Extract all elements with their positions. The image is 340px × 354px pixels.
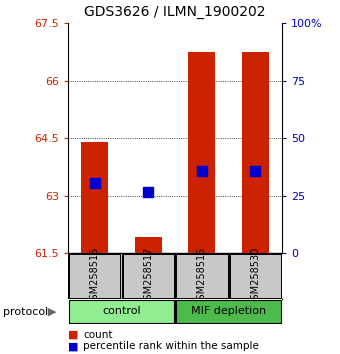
Text: GSM258530: GSM258530 [251,246,260,306]
Bar [242,52,269,253]
Point [253,168,258,173]
Text: ■: ■ [68,330,79,339]
Text: GSM258515: GSM258515 [197,246,207,306]
Text: MIF depletion: MIF depletion [191,306,266,316]
Text: GSM258516: GSM258516 [90,246,100,306]
Bar [176,254,227,298]
Text: ■: ■ [68,341,79,351]
Text: protocol: protocol [3,307,49,316]
Point [92,180,98,186]
Bar [135,237,162,253]
Text: control: control [102,306,141,316]
Bar [69,254,120,298]
Text: ▶: ▶ [49,307,57,316]
Bar [176,300,281,323]
Text: count: count [83,330,113,339]
Bar [69,300,174,323]
Text: GSM258517: GSM258517 [143,246,153,306]
Bar [188,52,215,253]
Point [146,189,151,195]
Text: percentile rank within the sample: percentile rank within the sample [83,341,259,351]
Bar [123,254,174,298]
Bar [230,254,281,298]
Title: GDS3626 / ILMN_1900202: GDS3626 / ILMN_1900202 [84,5,266,19]
Bar [81,142,108,253]
Point [199,168,205,173]
